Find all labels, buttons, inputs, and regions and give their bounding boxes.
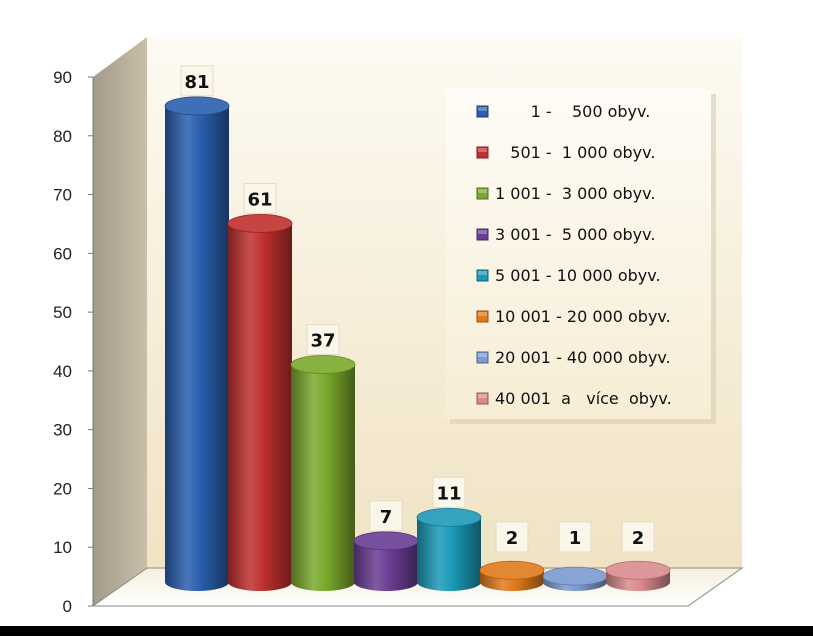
bar-cap (542, 566, 608, 586)
bar (290, 355, 356, 591)
y-tick-label: 90 (53, 68, 72, 87)
legend-item: 1 001 - 3 000 obyv. (476, 184, 655, 203)
legend-swatch (476, 392, 489, 405)
bar (605, 560, 671, 591)
data-label-box (180, 65, 214, 97)
y-tick-label: 0 (63, 597, 72, 616)
legend-item: 1 - 500 obyv. (476, 102, 650, 121)
data-label-box (306, 324, 340, 356)
y-tick-label: 30 (53, 421, 72, 440)
y-tick-label: 50 (53, 303, 72, 322)
legend-item: 10 001 - 20 000 obyv. (476, 307, 671, 326)
bars (164, 96, 671, 592)
data-label-text: 81 (184, 72, 209, 93)
data-label-text: 2 (632, 528, 645, 549)
bar-cap (416, 507, 482, 527)
data-labels: 81 61 37 7 11 2 1 2 (180, 65, 655, 553)
legend-label: 10 001 - 20 000 obyv. (495, 307, 671, 326)
legend-swatch (476, 351, 489, 364)
data-label-box (558, 521, 592, 553)
bar (416, 507, 482, 591)
bottom-border (0, 626, 813, 636)
y-tick-label: 20 (53, 479, 72, 498)
legend-box (445, 89, 711, 419)
legend-label: 20 001 - 40 000 obyv. (495, 348, 671, 367)
bar-body (354, 540, 418, 591)
data-label-box (369, 500, 403, 532)
y-tick-label: 40 (53, 362, 72, 381)
side-wall (93, 37, 147, 606)
legend-swatch (476, 105, 489, 118)
data-label-box (432, 476, 466, 508)
bar-body (165, 105, 229, 592)
y-axis: 0 10 20 30 40 50 60 70 80 90 (53, 68, 93, 616)
data-label-box (495, 521, 529, 553)
data-label: 7 (369, 500, 403, 532)
data-label-box (243, 182, 277, 214)
bar-cap (479, 560, 545, 580)
bar (227, 214, 293, 591)
legend-item: 40 001 a více obyv. (476, 389, 672, 408)
data-label: 2 (495, 521, 529, 553)
legend-label: 501 - 1 000 obyv. (495, 143, 655, 162)
legend: 1 - 500 obyv. 501 - 1 000 obyv. 1 001 - 3… (445, 89, 716, 424)
legend-item: 20 001 - 40 000 obyv. (476, 348, 671, 367)
legend-swatch (476, 228, 489, 241)
data-label: 1 (558, 521, 592, 553)
legend-swatch (476, 310, 489, 323)
data-label-text: 37 (310, 331, 335, 352)
bar-cap (290, 355, 356, 374)
legend-item: 3 001 - 5 000 obyv. (476, 225, 655, 244)
y-tick-label: 10 (53, 538, 72, 557)
data-label-box (621, 521, 655, 553)
data-label: 37 (306, 324, 340, 356)
y-tick-label: 60 (53, 244, 72, 263)
bar-body (417, 517, 481, 591)
data-label: 61 (243, 182, 277, 214)
legend-item: 501 - 1 000 obyv. (476, 143, 655, 162)
bar-cap (227, 214, 293, 233)
bar (479, 560, 545, 591)
y-tick-label: 80 (53, 127, 72, 146)
legend-label: 3 001 - 5 000 obyv. (495, 225, 655, 244)
bar (164, 96, 230, 592)
legend-label: 40 001 a více obyv. (495, 389, 672, 408)
data-label-text: 2 (506, 528, 519, 549)
data-label-text: 61 (247, 189, 272, 210)
bar-cap (164, 96, 230, 116)
data-label-text: 7 (380, 507, 393, 528)
bar-cap (353, 531, 419, 551)
bar (353, 531, 419, 591)
legend-label: 5 001 - 10 000 obyv. (495, 266, 661, 285)
legend-item: 5 001 - 10 000 obyv. (476, 266, 661, 285)
legend-swatch (476, 269, 489, 282)
data-label-text: 1 (569, 528, 582, 549)
data-label: 81 (180, 65, 214, 97)
legend-swatch (476, 146, 489, 159)
legend-label: 1 001 - 3 000 obyv. (495, 184, 655, 203)
data-label: 2 (621, 521, 655, 553)
data-label: 11 (432, 476, 466, 508)
data-label-text: 11 (436, 483, 461, 504)
bar-body (291, 364, 355, 591)
bar-cap (605, 560, 671, 580)
legend-label: 1 - 500 obyv. (495, 102, 650, 121)
y-tick-label: 70 (53, 186, 72, 205)
legend-swatch (476, 187, 489, 200)
bar (542, 566, 608, 591)
bar-body (228, 223, 292, 591)
